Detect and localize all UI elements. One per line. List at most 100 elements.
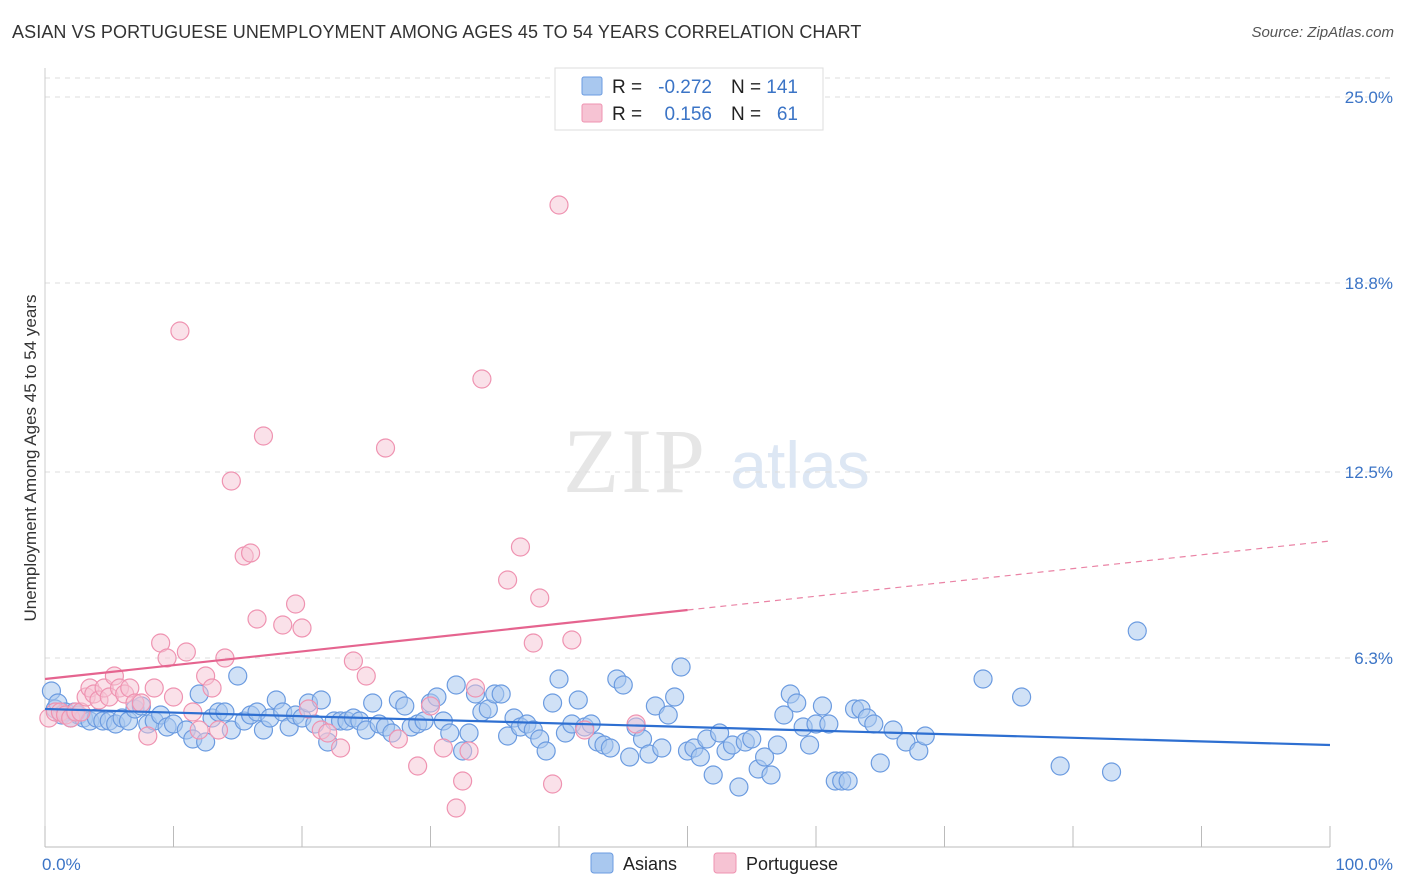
asian-point [491, 684, 511, 704]
asian-point [1101, 762, 1122, 782]
portuguese-points [39, 195, 646, 818]
y-tick-label: 18.8% [1345, 274, 1393, 293]
portuguese-point [138, 726, 158, 746]
asian-point [870, 753, 890, 773]
portuguese-point [285, 594, 306, 614]
asian-point [652, 738, 672, 758]
asian-point [812, 696, 833, 716]
portuguese-point [530, 588, 550, 608]
asian-point [459, 723, 479, 743]
portuguese-point [562, 630, 582, 650]
portuguese-point [273, 615, 293, 635]
portuguese-point [433, 738, 453, 758]
asian-point [228, 666, 248, 686]
legend-swatch-asians [581, 76, 603, 96]
asian-point [665, 687, 685, 707]
series-legend: Asians Portuguese [590, 852, 838, 874]
portuguese-point [626, 714, 646, 734]
portuguese-point [157, 648, 177, 668]
portuguese-point [208, 720, 229, 740]
asian-point [754, 747, 775, 767]
portuguese-point [453, 771, 473, 791]
chart-title: ASIAN VS PORTUGUESE UNEMPLOYMENT AMONG A… [12, 22, 862, 42]
legend-n-value-1: 141 [766, 77, 798, 98]
portuguese-point [330, 738, 351, 758]
asian-point [1011, 687, 1032, 707]
portuguese-point [465, 678, 486, 698]
portuguese-point [241, 543, 261, 563]
y-axis-label: Unemployment Among Ages 45 to 54 years [21, 295, 40, 622]
portuguese-point [523, 633, 543, 653]
portuguese-point [247, 609, 267, 629]
gridlines [45, 77, 1395, 659]
portuguese-point [542, 774, 563, 794]
legend-r-label-2: R = [612, 104, 642, 125]
asian-point [774, 705, 794, 725]
asian-point [620, 747, 640, 767]
asian-point [838, 771, 858, 791]
watermark-atlas: atlas [730, 428, 869, 502]
portuguese-point [549, 195, 569, 215]
portuguese-point [170, 321, 190, 341]
x-tick-label: 0.0% [42, 855, 81, 874]
asian-point [761, 765, 781, 785]
portuguese-trend-line [44, 608, 688, 681]
legend-n-value-2: 61 [777, 104, 798, 125]
portuguese-point [131, 693, 151, 713]
portuguese-point [510, 537, 531, 557]
legend-r-value-1: -0.272 [658, 77, 712, 98]
portuguese-point [163, 687, 184, 707]
asian-point [767, 735, 788, 755]
portuguese-point [318, 723, 338, 743]
bottom-legend-portuguese: Portuguese [746, 854, 838, 874]
asian-point [742, 729, 762, 749]
asian-point [395, 696, 415, 716]
portuguese-point [575, 720, 595, 740]
asian-point [1050, 756, 1070, 776]
source-label: Source: ZipAtlas.com [1251, 24, 1394, 41]
asian-points [41, 621, 1147, 797]
legend-n-label-1: N = [731, 77, 761, 98]
portuguese-point [388, 729, 408, 749]
asian-point [542, 693, 563, 713]
portuguese-point [408, 756, 428, 776]
asian-point [600, 738, 621, 758]
asian-point [549, 669, 569, 689]
asian-point [690, 747, 710, 767]
trend-lines [44, 540, 1331, 747]
asian-point [658, 705, 678, 725]
asian-point [1127, 621, 1147, 641]
asian-point [915, 726, 935, 746]
legend-n-label-2: N = [731, 104, 761, 125]
x-tick-labels: 0.0% 100.0% [42, 855, 1393, 874]
portuguese-point [343, 651, 363, 671]
bottom-legend-asians: Asians [623, 854, 677, 874]
stats-legend: R = -0.272 N = 141 R = 0.156 N = 61 [554, 67, 824, 131]
asian-point [864, 714, 884, 734]
asian-point [819, 714, 839, 734]
y-tick-labels: 6.3% 12.5% 18.8% 25.0% [1345, 88, 1393, 668]
asian-point [973, 669, 993, 689]
portuguese-point [221, 471, 241, 491]
asian-point [729, 777, 749, 797]
y-tick-label: 12.5% [1345, 463, 1393, 482]
portuguese-point [202, 678, 222, 698]
portuguese-point [498, 570, 518, 590]
legend-r-value-2: 0.156 [664, 104, 712, 125]
legend-swatch-portuguese [581, 103, 603, 123]
portuguese-point [420, 696, 441, 716]
asian-point [446, 675, 466, 695]
portuguese-point [176, 642, 196, 662]
asian-point [536, 741, 556, 761]
asian-point [363, 693, 383, 713]
asian-point [568, 690, 588, 710]
portuguese-point [356, 666, 376, 686]
portuguese-point [446, 798, 466, 818]
bottom-legend-swatch-asians [590, 852, 614, 874]
portuguese-point [298, 699, 319, 719]
portuguese-point [375, 438, 396, 458]
asian-point [215, 702, 235, 722]
bottom-legend-swatch-portuguese [713, 852, 737, 874]
portuguese-trend-extension [687, 540, 1331, 611]
